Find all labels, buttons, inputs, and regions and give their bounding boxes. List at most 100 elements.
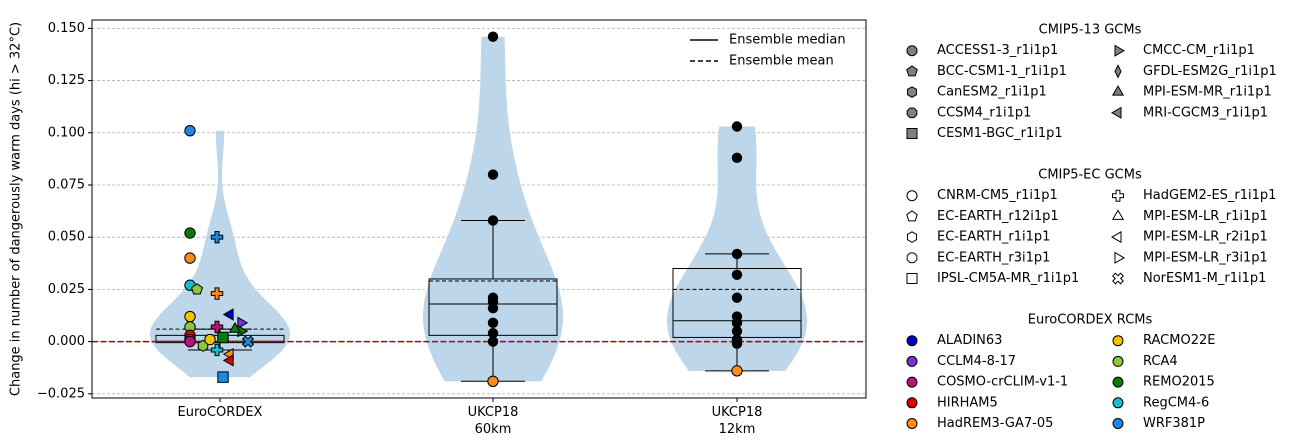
x-tick-label: EuroCORDEX: [177, 405, 263, 420]
legend-marker: [906, 397, 918, 409]
legend-label: REMO2015: [1143, 375, 1215, 390]
data-point: [204, 333, 216, 346]
legend-label: CMCC-CM_r1i1p1: [1143, 43, 1255, 58]
legend-marker: [1114, 251, 1125, 264]
legend-label: MRI-CGCM3_r1i1p1: [1143, 105, 1268, 120]
legend-label: MPI-ESM-LR_r3i1p1: [1143, 250, 1268, 265]
legend-label: CNRM-CM5_r1i1p1: [937, 188, 1058, 203]
key-label: Ensemble median: [729, 33, 846, 48]
data-point: [241, 335, 255, 348]
legend-label: RACMO22E: [1143, 333, 1215, 348]
y-axis-label: Change in number of dangerously warm day…: [9, 22, 24, 396]
data-point: [487, 328, 499, 339]
y-tick-label: 0.025: [48, 282, 85, 297]
data-point: [210, 287, 224, 300]
legend-label: EC-EARTH_r3i1p1: [937, 250, 1050, 265]
legend-label: MPI-ESM-LR_r1i1p1: [1143, 209, 1268, 224]
data-point: [731, 152, 743, 164]
legend-marker: [1111, 209, 1125, 220]
data-point: [190, 283, 204, 295]
data-point: [184, 335, 196, 348]
legend-label: CCSM4_r1i1p1: [937, 105, 1031, 120]
data-point: [487, 375, 499, 387]
legend-marker: [1112, 335, 1124, 347]
legend-marker: [906, 376, 918, 388]
x-tick-label: UKCP18 60km: [467, 405, 519, 437]
legend-marker: [906, 335, 918, 347]
legend-marker: [906, 86, 918, 98]
data-point: [731, 365, 743, 377]
legend-title: CMIP5-EC GCMs: [1038, 168, 1142, 183]
data-point: [210, 343, 224, 357]
legend-marker: [1111, 85, 1125, 96]
data-point: [184, 125, 196, 137]
legend-marker: [906, 210, 918, 222]
data-point: [184, 310, 196, 323]
data-point: [731, 248, 743, 260]
legend-marker: [906, 190, 918, 202]
legend-label: NorESM1-M_r1i1p1: [1143, 271, 1266, 286]
data-point: [487, 317, 499, 329]
legend-marker: [1112, 376, 1124, 388]
legend-marker: [906, 45, 918, 57]
legend-marker: [1114, 64, 1122, 79]
legend-label: ALADIN63: [937, 333, 1002, 348]
legend-label: MPI-ESM-LR_r2i1p1: [1143, 230, 1268, 245]
data-point: [487, 169, 499, 180]
violin: [667, 126, 807, 371]
plot-frame: [91, 19, 867, 399]
legend-marker: [1114, 44, 1125, 57]
legend-label: IPSL-CM5A-MR_r1i1p1: [937, 271, 1079, 286]
data-point: [222, 308, 234, 321]
data-point: [731, 121, 743, 132]
legend-label: ACCESS1-3_r1i1p1: [937, 43, 1058, 58]
legend-marker: [1112, 189, 1124, 202]
legend-label: CanESM2_r1i1p1: [937, 85, 1047, 100]
legend-marker: [1112, 418, 1124, 429]
legend-marker: [1112, 355, 1124, 367]
legend-marker: [906, 418, 918, 429]
legend-label: RegCM4-6: [1143, 395, 1209, 410]
legend-label: EC-EARTH_r1i1p1: [937, 230, 1050, 245]
legend-label: EC-EARTH_r12i1p1: [937, 209, 1059, 224]
legend-marker: [906, 252, 918, 264]
key-label: Ensemble mean: [729, 54, 834, 69]
legend-marker: [906, 65, 918, 77]
legend-label: CCLM4-8-17: [937, 354, 1016, 369]
data-point: [210, 230, 224, 244]
data-point: [731, 317, 743, 329]
x-tick-label: UKCP18 12km: [711, 405, 763, 437]
legend-label: BCC-CSM1-1_r1i1p1: [937, 64, 1067, 79]
data-point: [487, 31, 499, 42]
legend-title: CMIP5-13 GCMs: [1039, 23, 1142, 38]
data-point: [731, 269, 743, 280]
y-tick-label: 0.125: [48, 73, 85, 88]
legend-label: GFDL-ESM2G_r1i1p1: [1143, 64, 1277, 79]
data-point: [184, 227, 196, 239]
violin: [423, 36, 563, 382]
legend-marker: [906, 128, 918, 139]
legend-marker: [906, 231, 918, 243]
legend-label: HIRHAM5: [937, 395, 998, 410]
data-point: [184, 252, 196, 264]
data-point: [731, 292, 743, 303]
data-point: [228, 321, 242, 333]
y-tick-label: 0.075: [48, 177, 85, 192]
data-point: [217, 331, 229, 344]
data-point: [487, 302, 499, 314]
legend-marker: [906, 355, 918, 367]
data-point: [222, 354, 234, 367]
y-tick-label: −0.025: [37, 386, 85, 401]
y-tick-label: 0.000: [48, 334, 85, 349]
legend-label: CESM1-BGC_r1i1p1: [937, 126, 1063, 141]
y-tick-label: 0.100: [48, 125, 85, 140]
data-point: [731, 325, 743, 337]
legend-label: RCA4: [1143, 354, 1178, 369]
legend-marker: [1112, 397, 1124, 409]
legend-label: COSMO-crCLIM-v1-1: [937, 375, 1068, 390]
legend-marker: [1112, 272, 1124, 285]
y-tick-label: 0.150: [48, 21, 85, 36]
legend-marker: [1111, 231, 1122, 244]
legend-label: HadGEM2-ES_r1i1p1: [1143, 188, 1276, 203]
